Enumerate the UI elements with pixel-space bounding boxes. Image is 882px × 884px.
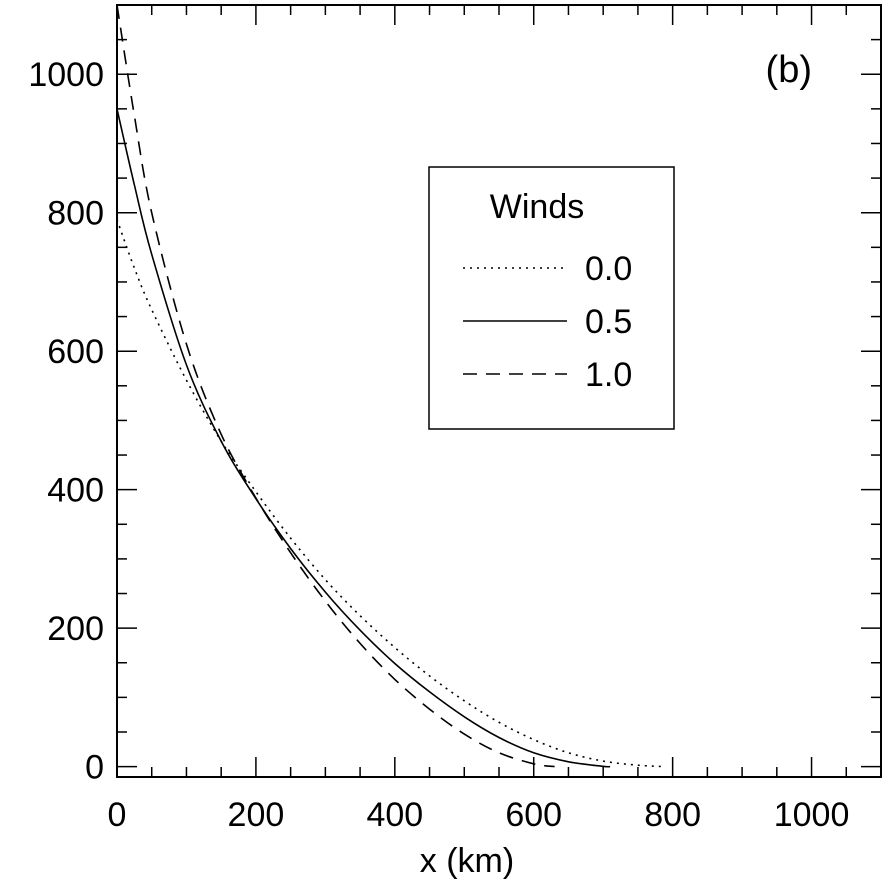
series-line-dashed — [116, 4, 555, 768]
legend-label: 1.0 — [585, 356, 632, 394]
plot-frame — [116, 4, 882, 778]
x-tick-label: 600 — [505, 796, 562, 834]
y-tick-label: 800 — [47, 195, 104, 233]
x-tick-label: 200 — [228, 796, 285, 834]
y-tick-label: 400 — [47, 472, 104, 510]
x-tick-label: 400 — [366, 796, 423, 834]
labels-layer: 0 200 400 600 800 1000 0 200 400 600 800 1000 — [28, 56, 849, 834]
legend-title: Winds — [490, 188, 584, 226]
ticks-layer — [116, 4, 882, 777]
y-tick-label: 600 — [47, 333, 104, 371]
y-tick-label: 0 — [85, 749, 104, 787]
series-layer — [116, 4, 666, 768]
y-tick-label: 1000 — [28, 56, 104, 94]
x-tick-label: 800 — [644, 796, 701, 834]
legend-label: 0.0 — [585, 250, 632, 288]
x-tick-label: 1000 — [774, 796, 850, 834]
series-line-dotted — [116, 219, 666, 768]
x-axis-label: x (km) — [420, 842, 514, 880]
y-tick-label: 200 — [47, 610, 104, 648]
legend-box — [428, 166, 675, 430]
x-tick-label: 0 — [108, 796, 127, 834]
legend-label: 0.5 — [585, 303, 632, 341]
panel-label: (b) — [766, 49, 812, 91]
legend-entries: 0.0 0.5 1.0 — [463, 250, 632, 394]
series-line-solid — [116, 108, 611, 768]
legend: Winds 0.0 0.5 1.0 — [428, 166, 675, 430]
